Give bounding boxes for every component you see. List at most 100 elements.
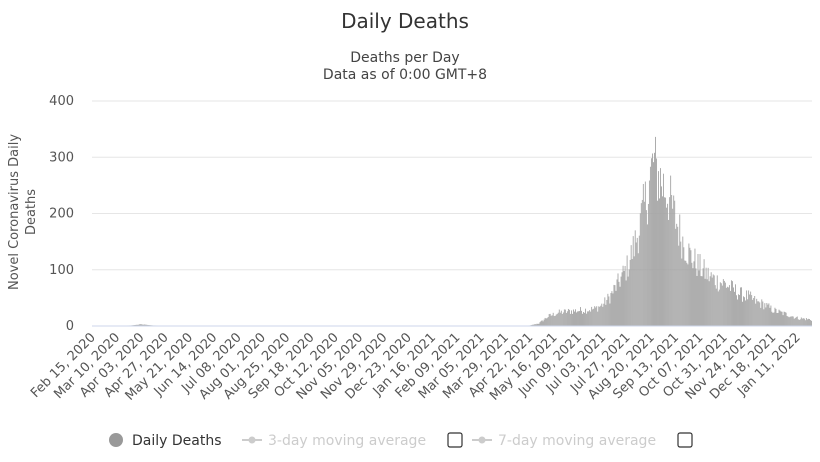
bar	[680, 242, 681, 326]
bar	[558, 313, 559, 326]
bar	[809, 319, 810, 326]
bar	[755, 304, 756, 326]
bar	[738, 294, 739, 326]
bar	[750, 292, 751, 326]
bar	[707, 279, 708, 326]
bar	[696, 268, 697, 326]
legend-label-3-day-moving-average: 3-day moving average	[268, 433, 426, 449]
bar	[788, 317, 789, 326]
bar	[713, 274, 714, 326]
bar	[726, 288, 727, 326]
bar	[666, 208, 667, 326]
bar	[636, 242, 637, 326]
bar	[769, 308, 770, 326]
bar	[686, 263, 687, 326]
bar	[639, 236, 640, 326]
bar	[595, 308, 596, 326]
bar	[714, 275, 715, 326]
bar	[656, 158, 657, 326]
legend-item-3-day-moving-average[interactable]: 3-day moving average	[242, 433, 426, 449]
bar	[710, 276, 711, 326]
bar	[633, 236, 634, 326]
bar	[722, 286, 723, 326]
bar	[704, 259, 705, 326]
bar	[799, 320, 800, 326]
bar	[688, 244, 689, 326]
bar	[625, 266, 626, 326]
bar	[797, 316, 798, 326]
bar	[693, 268, 694, 326]
bar	[609, 304, 610, 326]
bar	[549, 314, 550, 326]
bar	[620, 287, 621, 326]
legend-checkbox-7-day[interactable]	[678, 433, 692, 447]
bar	[662, 196, 663, 326]
bar	[745, 301, 746, 327]
bar	[553, 313, 554, 326]
bar	[571, 310, 572, 326]
bar	[749, 294, 750, 326]
bar	[762, 302, 763, 326]
bar	[646, 210, 647, 326]
bar	[644, 202, 645, 326]
bar	[630, 260, 631, 326]
bar	[807, 319, 808, 326]
bar	[568, 309, 569, 326]
bar	[653, 162, 654, 326]
bar	[796, 317, 797, 326]
bar	[792, 316, 793, 326]
bar	[561, 311, 562, 326]
bar	[740, 287, 741, 326]
legend-checkbox-3-day[interactable]	[448, 433, 462, 447]
legend-item-7-day-moving-average[interactable]: 7-day moving average	[472, 433, 656, 449]
bar	[791, 317, 792, 326]
bar	[615, 285, 616, 326]
bar	[781, 311, 782, 326]
bar	[708, 268, 709, 326]
bar	[560, 313, 561, 326]
bar	[732, 281, 733, 326]
bar	[576, 312, 577, 326]
bar	[690, 250, 691, 326]
y-axis-label: Novel Coronavirus Daily Deaths	[7, 134, 39, 290]
bar	[743, 296, 744, 326]
bar	[604, 297, 605, 326]
bar	[602, 307, 603, 326]
bar	[606, 300, 607, 326]
bar	[652, 153, 653, 326]
bar	[565, 310, 566, 326]
bar	[802, 319, 803, 326]
bar	[775, 308, 776, 326]
bar	[569, 310, 570, 326]
bar	[778, 313, 779, 326]
bar	[764, 303, 765, 326]
bar	[723, 279, 724, 326]
bar	[717, 275, 718, 326]
bar	[572, 314, 573, 326]
y-tick-label: 0	[66, 319, 74, 334]
bar	[617, 279, 618, 326]
bar	[689, 248, 690, 326]
bar	[586, 314, 587, 326]
bar	[705, 279, 706, 326]
bar	[674, 201, 675, 326]
bar	[768, 303, 769, 326]
bar	[626, 280, 627, 326]
bar	[725, 283, 726, 326]
bar	[801, 317, 802, 326]
bar	[803, 318, 804, 326]
bar	[596, 306, 597, 326]
bar	[751, 295, 752, 326]
legend-marker-daily-deaths	[109, 433, 123, 447]
bar	[627, 255, 628, 326]
bar	[566, 313, 567, 326]
legend-item-daily-deaths[interactable]: Daily Deaths	[109, 433, 222, 449]
bar	[742, 302, 743, 326]
bar	[660, 168, 661, 326]
bar	[756, 299, 757, 326]
bar	[736, 295, 737, 326]
bar	[773, 313, 774, 326]
y-axis-label-line-2: Deaths	[24, 189, 39, 235]
bar	[634, 256, 635, 326]
